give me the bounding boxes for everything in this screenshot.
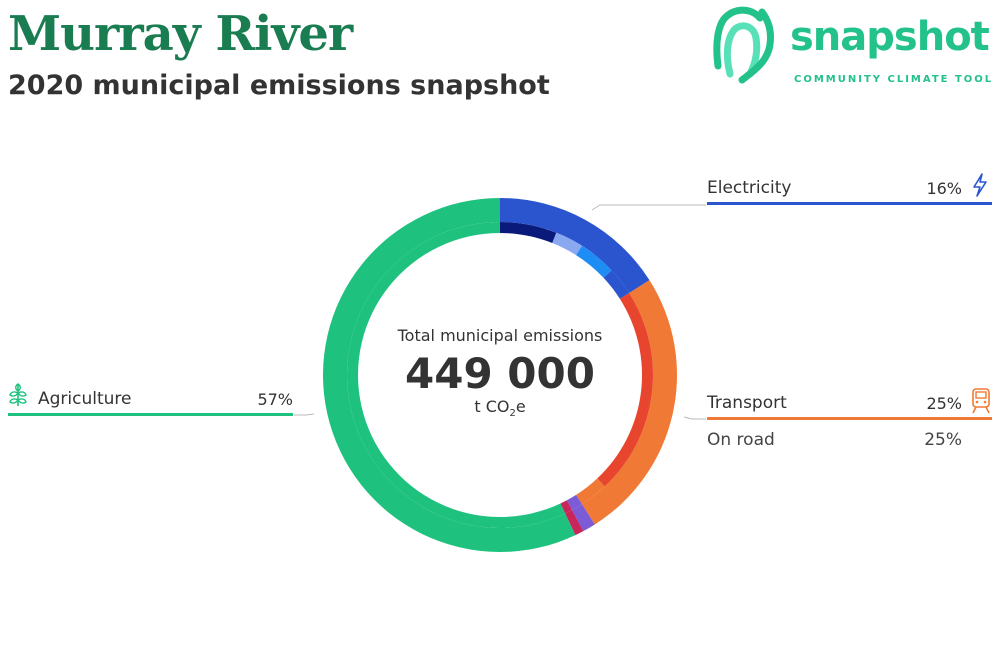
subsector-on-road: On road 25% (707, 430, 992, 450)
inner-ring-segment-0 (500, 222, 557, 243)
inner-ring-segment-3 (603, 270, 630, 299)
outer-ring-segment-3 (565, 509, 584, 536)
transport-leader-line (683, 416, 706, 420)
inner-ring-segment-5 (576, 478, 605, 505)
inner-ring (346, 222, 653, 528)
sector-agriculture: Agriculture 57% (8, 389, 293, 416)
total-unit: t CO2e (474, 397, 526, 420)
subsector-percent: 25% (924, 430, 962, 450)
fingerprint-logo-icon (713, 6, 774, 84)
inner-ring-segment-7 (560, 500, 573, 514)
page-title: Murray River (8, 6, 353, 62)
wheat-icon (9, 383, 27, 406)
subsector-label: On road (707, 430, 775, 450)
inner-ring-segment-4 (597, 293, 653, 487)
sector-label: Agriculture (38, 389, 132, 409)
sector-percent: 25% (926, 394, 962, 413)
outer-ring-segment-0 (500, 198, 650, 294)
agriculture-leader-line (294, 413, 315, 416)
sector-label: Transport (707, 393, 787, 413)
outer-ring-segment-1 (581, 280, 677, 525)
electricity-leader-line (591, 204, 706, 211)
outer-ring (322, 198, 677, 552)
sector-label: Electricity (707, 178, 792, 198)
inner-ring-segment-2 (576, 245, 612, 278)
inner-ring-segment-1 (552, 232, 582, 256)
total-value: 449 000 (405, 349, 595, 398)
logo-wordmark: snapshot (790, 14, 990, 60)
sector-transport: Transport 25% On road 25% (707, 393, 992, 450)
donut-center: Total municipal emissions 449 000 t CO2e (380, 326, 620, 419)
sector-percent: 57% (257, 390, 293, 409)
total-label: Total municipal emissions (397, 326, 603, 345)
sector-percent: 16% (926, 179, 962, 198)
logo-tagline: COMMUNITY CLIMATE TOOL (794, 74, 994, 85)
outer-ring-segment-2 (572, 504, 595, 532)
snapshot-logo: snapshot COMMUNITY CLIMATE TOOL (712, 0, 1000, 92)
inner-ring-segment-6 (566, 494, 582, 510)
sector-electricity: Electricity 16% (707, 178, 992, 205)
train-icon (972, 388, 990, 414)
page-subtitle: 2020 municipal emissions snapshot (8, 70, 550, 101)
lightning-bolt-icon (973, 173, 987, 197)
